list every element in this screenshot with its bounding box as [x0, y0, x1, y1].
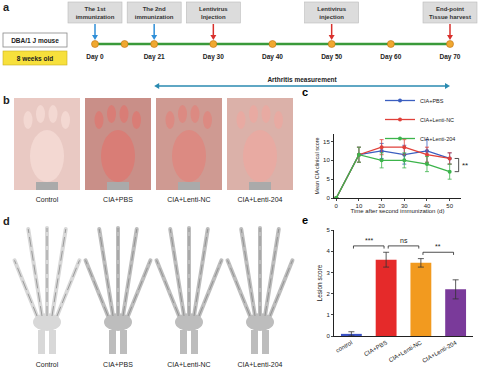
svg-text:CIA+PBS: CIA+PBS — [103, 196, 133, 203]
svg-text:CIA+Lenti-204: CIA+Lenti-204 — [421, 339, 458, 364]
svg-text:0: 0 — [326, 195, 330, 201]
svg-text:1: 1 — [326, 312, 330, 318]
svg-text:a: a — [3, 1, 10, 13]
svg-text:CIA+Lenti-NC: CIA+Lenti-NC — [388, 339, 424, 363]
svg-text:CIA+Lenti-204: CIA+Lenti-204 — [420, 136, 455, 142]
svg-text:Day 0: Day 0 — [86, 53, 104, 61]
svg-text:Day 50: Day 50 — [321, 53, 342, 61]
svg-text:Day 70: Day 70 — [440, 53, 461, 61]
svg-text:immunization: immunization — [76, 14, 115, 20]
svg-text:DBA/1 J mouse: DBA/1 J mouse — [11, 37, 59, 44]
svg-text:CIA+Lenti-NC: CIA+Lenti-NC — [167, 196, 210, 203]
svg-text:CIA+PBS: CIA+PBS — [420, 98, 444, 104]
svg-text:injection: injection — [319, 14, 344, 20]
svg-text:Tissue harvest: Tissue harvest — [429, 14, 471, 20]
svg-text:Lentivirus: Lentivirus — [199, 6, 228, 12]
svg-text:immunization: immunization — [135, 14, 174, 20]
svg-text:3: 3 — [326, 270, 330, 276]
svg-text:***: *** — [365, 237, 373, 244]
svg-text:End-point: End-point — [436, 6, 464, 12]
svg-text:control: control — [335, 339, 354, 353]
svg-text:Day 40: Day 40 — [262, 53, 283, 61]
html-text:e: e — [302, 214, 309, 226]
svg-text:5: 5 — [326, 176, 330, 182]
svg-text:0: 0 — [326, 333, 330, 339]
svg-text:Day 30: Day 30 — [203, 53, 224, 61]
svg-text:Mean CIA clinical score: Mean CIA clinical score — [314, 137, 320, 194]
svg-text:Control: Control — [36, 196, 59, 203]
svg-text:5: 5 — [326, 227, 330, 233]
svg-text:Lesion score: Lesion score — [316, 264, 323, 301]
svg-text:8 weeks old: 8 weeks old — [17, 55, 54, 62]
svg-text:**: ** — [435, 243, 441, 250]
svg-text:Day 60: Day 60 — [380, 53, 401, 61]
svg-text:d: d — [3, 215, 10, 227]
svg-text:10: 10 — [356, 203, 363, 209]
svg-text:Lentivirus: Lentivirus — [317, 6, 346, 12]
svg-text:b: b — [3, 94, 10, 106]
svg-text:20: 20 — [378, 203, 385, 209]
svg-text:Control: Control — [36, 361, 59, 368]
svg-text:Day 21: Day 21 — [144, 53, 165, 61]
svg-text:0: 0 — [335, 203, 339, 209]
svg-text:**: ** — [462, 161, 468, 170]
svg-text:15: 15 — [323, 139, 330, 145]
svg-text:CIA+PBS: CIA+PBS — [363, 339, 388, 357]
svg-text:Time after second immunization: Time after second immunization (d) — [351, 208, 445, 214]
svg-text:2: 2 — [326, 291, 330, 297]
svg-text:30: 30 — [401, 203, 408, 209]
svg-text:40: 40 — [424, 203, 431, 209]
svg-text:Arthritis measurement: Arthritis measurement — [267, 76, 337, 83]
svg-text:CIA+Lenti-204: CIA+Lenti-204 — [238, 361, 283, 368]
svg-text:CIA+Lenti-204: CIA+Lenti-204 — [238, 196, 283, 203]
svg-text:CIA+PBS: CIA+PBS — [103, 361, 133, 368]
svg-text:Injection: Injection — [201, 14, 226, 20]
svg-text:CIA+Lenti-NC: CIA+Lenti-NC — [420, 117, 454, 123]
svg-text:4: 4 — [326, 248, 330, 254]
svg-text:50: 50 — [446, 203, 453, 209]
svg-text:10: 10 — [323, 157, 330, 163]
html-text:c: c — [302, 86, 309, 98]
svg-text:CIA+Lenti-NC: CIA+Lenti-NC — [167, 361, 210, 368]
svg-text:ns: ns — [400, 237, 408, 244]
svg-text:The 1st: The 1st — [84, 6, 105, 12]
svg-text:The 2nd: The 2nd — [143, 6, 166, 12]
